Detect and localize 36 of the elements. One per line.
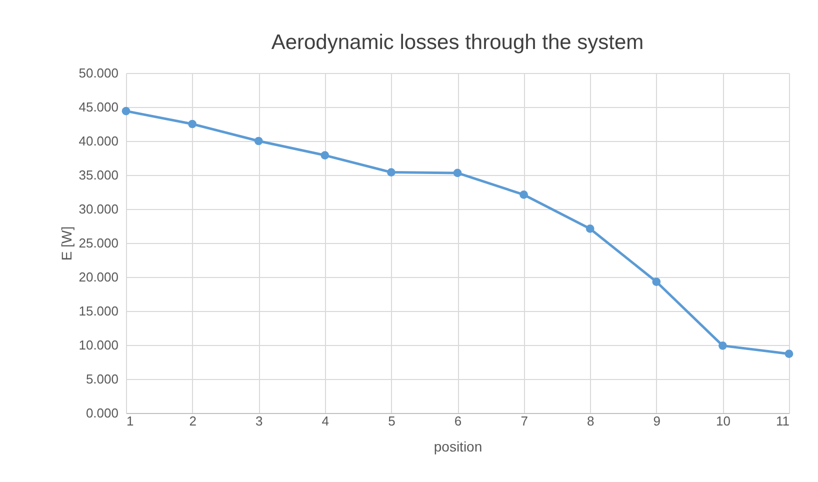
point (520, 190, 528, 199)
point (718, 342, 727, 350)
x-tick-label: 3 (255, 414, 263, 428)
x-tick-label: 2 (189, 414, 196, 428)
point (188, 120, 196, 128)
point (453, 168, 462, 178)
chart-title: Aerodynamic losses through the system (271, 31, 644, 54)
y-tick-label: 25.000 (78, 236, 118, 250)
x-tick-label: 10 (716, 414, 730, 428)
point (387, 168, 396, 176)
point (254, 136, 263, 146)
x-axis-title: position (434, 438, 482, 454)
point (652, 278, 661, 286)
point (784, 350, 794, 358)
x-tick-label: 9 (653, 414, 661, 428)
y-tick-label: 10.000 (78, 338, 118, 352)
point (586, 224, 594, 233)
x-tick-label: 11 (776, 414, 790, 428)
y-tick-label: 0.000 (86, 406, 118, 420)
y-tick-label: 5.000 (86, 372, 118, 386)
x-tick-label: 6 (454, 414, 462, 428)
y-tick-label: 45.000 (78, 100, 118, 114)
y-axis-title: E [W] (58, 226, 75, 261)
y-tick-label: 30.000 (78, 202, 118, 216)
y-tick-label: 20.000 (78, 270, 118, 284)
x-tick-label: 4 (322, 414, 330, 428)
point (122, 106, 130, 116)
point (320, 151, 330, 160)
x-tick-label: 7 (520, 414, 528, 428)
x-tick-label: 8 (586, 414, 594, 428)
x-tick-label: 1 (126, 414, 134, 428)
x-tick-label: 5 (388, 414, 396, 428)
y-tick-label: 40.000 (78, 134, 118, 148)
y-tick-label: 35.000 (78, 168, 118, 182)
y-tick-label: 15.000 (78, 304, 118, 318)
y-tick-label: 50.000 (78, 66, 118, 80)
